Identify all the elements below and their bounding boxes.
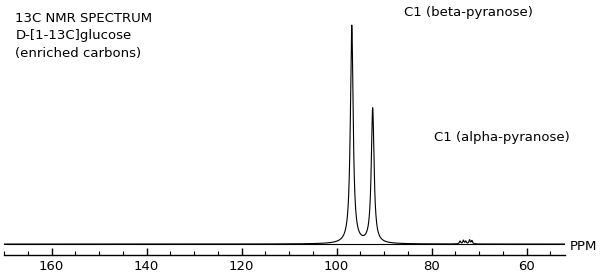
Text: C1 (alpha-pyranose): C1 (alpha-pyranose) xyxy=(434,131,570,144)
Text: 13C NMR SPECTRUM
D-[1-13C]glucose
(enriched carbons): 13C NMR SPECTRUM D-[1-13C]glucose (enric… xyxy=(16,12,152,60)
Text: PPM: PPM xyxy=(569,240,596,253)
Text: C1 (beta-pyranose): C1 (beta-pyranose) xyxy=(404,6,533,19)
